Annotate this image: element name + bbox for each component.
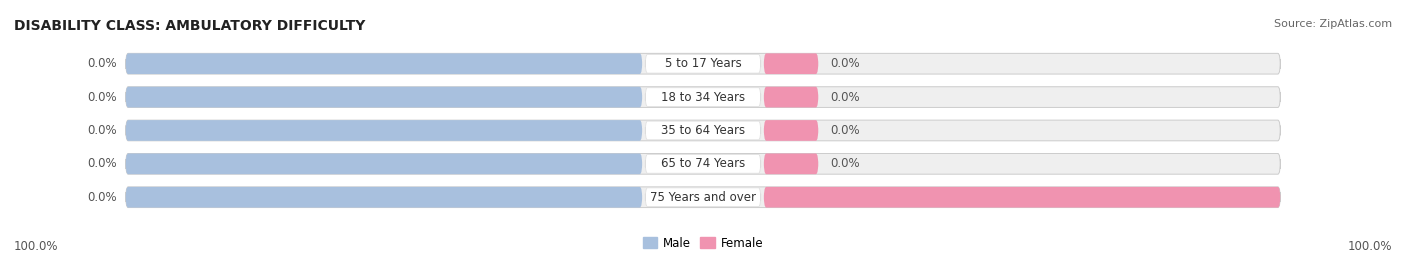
FancyBboxPatch shape: [645, 88, 761, 107]
FancyBboxPatch shape: [763, 187, 1281, 208]
FancyBboxPatch shape: [125, 120, 1281, 141]
Text: 100.0%: 100.0%: [14, 240, 59, 253]
FancyBboxPatch shape: [125, 154, 1281, 174]
FancyBboxPatch shape: [763, 154, 818, 174]
FancyBboxPatch shape: [125, 87, 1281, 107]
Text: 0.0%: 0.0%: [830, 124, 859, 137]
Text: 0.0%: 0.0%: [87, 191, 117, 204]
Text: Source: ZipAtlas.com: Source: ZipAtlas.com: [1274, 19, 1392, 29]
FancyBboxPatch shape: [125, 53, 643, 74]
Text: 0.0%: 0.0%: [830, 91, 859, 104]
FancyBboxPatch shape: [763, 120, 818, 141]
FancyBboxPatch shape: [125, 154, 643, 174]
FancyBboxPatch shape: [125, 87, 643, 107]
FancyBboxPatch shape: [645, 154, 761, 173]
Text: 100.0%: 100.0%: [1347, 240, 1392, 253]
Text: 75 Years and over: 75 Years and over: [650, 191, 756, 204]
FancyBboxPatch shape: [763, 53, 818, 74]
FancyBboxPatch shape: [125, 187, 1281, 208]
Text: 0.0%: 0.0%: [87, 57, 117, 70]
Text: 100.0%: 100.0%: [1289, 191, 1334, 204]
Text: 0.0%: 0.0%: [87, 91, 117, 104]
Text: 65 to 74 Years: 65 to 74 Years: [661, 157, 745, 170]
Legend: Male, Female: Male, Female: [638, 232, 768, 254]
Text: 0.0%: 0.0%: [87, 157, 117, 170]
FancyBboxPatch shape: [645, 121, 761, 140]
Text: 0.0%: 0.0%: [830, 57, 859, 70]
FancyBboxPatch shape: [763, 87, 818, 107]
FancyBboxPatch shape: [645, 54, 761, 73]
Text: DISABILITY CLASS: AMBULATORY DIFFICULTY: DISABILITY CLASS: AMBULATORY DIFFICULTY: [14, 19, 366, 33]
Text: 18 to 34 Years: 18 to 34 Years: [661, 91, 745, 104]
Text: 0.0%: 0.0%: [87, 124, 117, 137]
FancyBboxPatch shape: [125, 53, 1281, 74]
FancyBboxPatch shape: [125, 187, 643, 208]
Text: 5 to 17 Years: 5 to 17 Years: [665, 57, 741, 70]
FancyBboxPatch shape: [645, 188, 761, 207]
Text: 35 to 64 Years: 35 to 64 Years: [661, 124, 745, 137]
Text: 0.0%: 0.0%: [830, 157, 859, 170]
FancyBboxPatch shape: [125, 120, 643, 141]
